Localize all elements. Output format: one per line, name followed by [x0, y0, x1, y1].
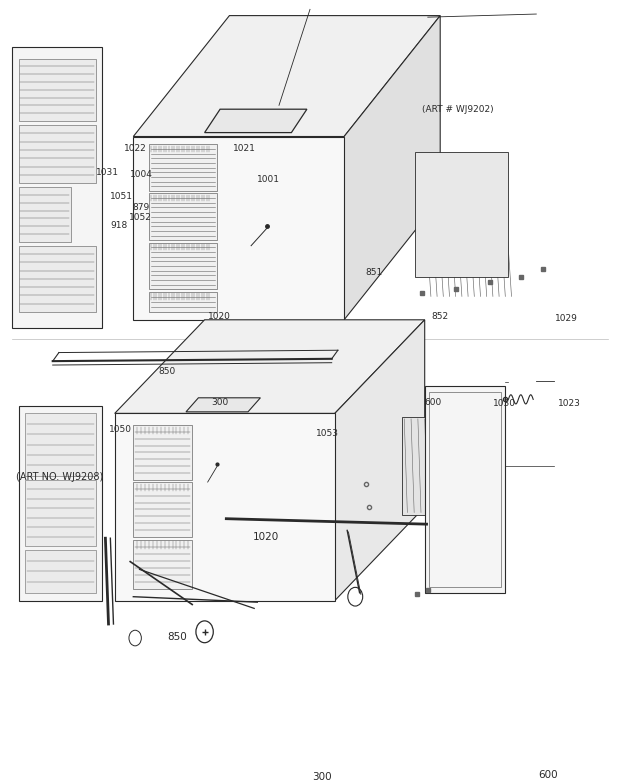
- Polygon shape: [115, 413, 335, 601]
- Text: 1020: 1020: [253, 532, 279, 542]
- Polygon shape: [402, 417, 471, 515]
- Text: 1020: 1020: [208, 312, 231, 321]
- Polygon shape: [19, 58, 96, 121]
- Text: 1001: 1001: [257, 176, 280, 185]
- Text: 1051: 1051: [110, 192, 133, 201]
- Text: 1053: 1053: [316, 429, 339, 438]
- Text: 1031: 1031: [96, 168, 119, 178]
- Polygon shape: [149, 243, 217, 289]
- Text: eReplacementParts.com: eReplacementParts.com: [234, 434, 386, 447]
- Text: 1050: 1050: [108, 425, 131, 434]
- Text: 850: 850: [158, 367, 175, 376]
- Text: 1030: 1030: [493, 399, 516, 409]
- Polygon shape: [186, 398, 260, 412]
- Polygon shape: [415, 152, 508, 277]
- Polygon shape: [133, 425, 192, 480]
- Polygon shape: [19, 406, 102, 601]
- Polygon shape: [149, 144, 217, 191]
- Polygon shape: [344, 16, 440, 320]
- Polygon shape: [115, 320, 425, 413]
- Text: 300: 300: [211, 398, 228, 407]
- Text: 879: 879: [132, 203, 149, 212]
- Polygon shape: [19, 187, 71, 242]
- Text: 1022: 1022: [124, 144, 147, 154]
- Polygon shape: [25, 550, 96, 593]
- Polygon shape: [425, 386, 505, 593]
- Polygon shape: [149, 193, 217, 240]
- Text: 1023: 1023: [558, 399, 581, 409]
- Polygon shape: [12, 47, 102, 328]
- Text: 851: 851: [366, 268, 383, 278]
- Text: 1052: 1052: [129, 213, 152, 222]
- Text: (ART # WJ9202): (ART # WJ9202): [422, 105, 494, 115]
- Text: 600: 600: [425, 398, 442, 407]
- Text: 1029: 1029: [555, 314, 578, 323]
- Text: 1021: 1021: [232, 144, 255, 154]
- Polygon shape: [133, 16, 440, 136]
- Text: (ART NO. WJ9208): (ART NO. WJ9208): [16, 472, 103, 482]
- Polygon shape: [19, 246, 96, 312]
- Text: 850: 850: [167, 632, 187, 642]
- Polygon shape: [19, 125, 96, 183]
- Polygon shape: [25, 413, 96, 476]
- Polygon shape: [133, 540, 192, 589]
- Polygon shape: [149, 292, 217, 312]
- Text: 852: 852: [431, 312, 448, 321]
- Polygon shape: [335, 320, 425, 601]
- Polygon shape: [25, 480, 96, 546]
- Polygon shape: [205, 109, 307, 133]
- Text: 1004: 1004: [130, 170, 153, 179]
- Polygon shape: [133, 482, 192, 537]
- Polygon shape: [133, 136, 344, 320]
- Text: 600: 600: [538, 770, 558, 780]
- Text: 300: 300: [312, 772, 332, 780]
- Text: 918: 918: [110, 221, 128, 230]
